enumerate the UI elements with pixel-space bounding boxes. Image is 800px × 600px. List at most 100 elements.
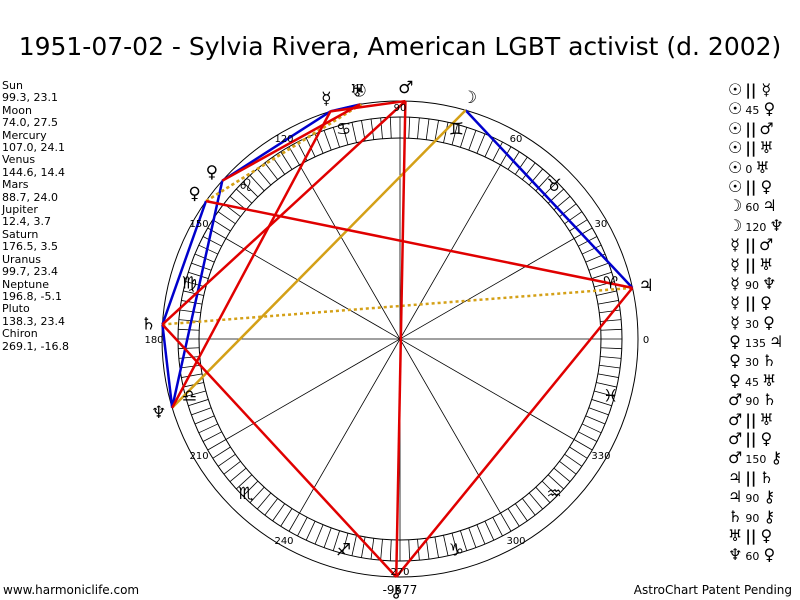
planet-glyph: ♅	[350, 82, 365, 102]
position-name: Saturn	[2, 227, 39, 241]
position-value: 99.7, 23.4	[2, 265, 58, 279]
zodiac-sign-glyph: ♊	[449, 119, 464, 139]
degree-tick	[484, 137, 495, 158]
degree-label: 180	[144, 335, 163, 346]
planet-glyph: ♄	[141, 315, 156, 335]
degree-tick	[468, 130, 477, 151]
aspect-line	[464, 109, 634, 289]
aspect-angle: 45	[745, 375, 759, 389]
degree-tick	[297, 517, 308, 537]
degree-tick	[585, 415, 606, 425]
zodiac-sign-glyph: ♑	[449, 541, 464, 561]
aspect-angle: ||	[745, 139, 757, 158]
degree-label: 150	[190, 219, 209, 230]
degree-tick	[264, 498, 278, 516]
degree-tick	[451, 533, 458, 554]
aspect-row: ♂ || ♅	[728, 410, 800, 429]
degree-tick	[249, 486, 265, 503]
degree-tick	[212, 219, 231, 232]
aspect-angle: ||	[745, 526, 757, 545]
aspect-line	[205, 103, 361, 203]
degree-tick	[323, 130, 332, 151]
planet-glyphs: ☉ ☽ ☿ ♀ ♂ ♃ ♄ ♅ ♆ ♀ ⚷	[141, 78, 654, 600]
degree-tick	[236, 474, 253, 490]
degree-tick	[460, 127, 468, 148]
position-name: Neptune	[2, 277, 50, 291]
aspect-angle: 60	[745, 550, 760, 564]
aspect-planet1-glyph: ☿	[730, 293, 740, 313]
aspect-lines	[161, 99, 634, 578]
aspect-row: ☉ || ♀	[728, 177, 800, 196]
aspect-line	[221, 103, 361, 182]
degree-label: 90	[394, 103, 407, 114]
degree-tick	[178, 347, 200, 350]
degree-tick	[380, 117, 383, 139]
degree-tick	[492, 517, 503, 537]
degree-tick	[351, 535, 357, 556]
aspect-row: ♂ || ♀	[728, 429, 800, 448]
degree-tick	[434, 536, 439, 558]
aspect-planet2-glyph: ⚷	[763, 506, 776, 526]
degree-tick	[597, 300, 619, 305]
aspect-row: ☉ || ♂	[728, 119, 800, 138]
aspect-planet2-glyph: ♀	[763, 545, 776, 565]
aspect-line	[162, 286, 633, 326]
degree-label: 0	[643, 335, 649, 346]
aspect-angle: ||	[745, 410, 757, 429]
aspect-angle: 45	[745, 104, 760, 118]
aspect-angle: 120	[745, 220, 767, 234]
degree-tick	[594, 390, 615, 397]
degree-tick	[573, 227, 593, 239]
degree-tick	[181, 300, 203, 305]
position-name: Chiron	[2, 327, 38, 341]
degree-tick	[581, 244, 602, 255]
aspect-line	[161, 323, 398, 578]
degree-tick	[581, 423, 602, 434]
degree-tick	[434, 120, 439, 142]
degree-tick	[202, 236, 222, 247]
degree-tick	[288, 512, 300, 532]
degree-tick	[468, 527, 477, 548]
planet-glyph: ♃	[638, 276, 653, 296]
degree-tick	[569, 219, 588, 232]
degree-tick	[288, 146, 300, 166]
position-value: 269.1, -16.8	[2, 339, 69, 353]
aspect-list: ☉ || ☿ ☉ 45 ♀ ☉ || ♂ ☉ || ♅ ☉ 0 ♅ ☉ || ♀ ☽ 60 ♃ ☽ 120 ♆ ☿ || ♂ ☿ || ♅…	[728, 80, 800, 565]
aspect-planet1-glyph: ☿	[730, 312, 740, 332]
degree-tick	[178, 319, 200, 322]
position-name: Mercury	[2, 128, 47, 142]
aspect-planet2-glyph: ♃	[769, 332, 784, 352]
degree-tick	[351, 122, 357, 143]
degree-tick	[547, 474, 564, 490]
degree-label: 240	[274, 536, 293, 547]
degree-tick	[223, 461, 241, 475]
planet-glyph: ♀	[188, 184, 200, 204]
zodiac-sign-glyph: ♐	[336, 541, 351, 561]
degree-tick	[314, 524, 324, 545]
aspect-line	[395, 287, 634, 578]
aspect-planet2-glyph: ♂	[759, 118, 774, 138]
footer-website[interactable]: www.harmoniclife.com	[3, 583, 140, 597]
aspect-angle: 30	[745, 356, 759, 370]
zodiac-sign-glyph: ♎	[182, 386, 197, 406]
aspect-planet2-glyph: ♄	[759, 467, 774, 487]
aspect-planet2-glyph: ♅	[759, 138, 774, 158]
position-value: 107.0, 24.1	[2, 141, 65, 155]
degree-tick	[425, 538, 430, 560]
position-name: Jupiter	[2, 203, 38, 217]
degree-tick	[484, 520, 495, 541]
degree-tick	[236, 188, 253, 204]
planet-glyph: ☉	[352, 81, 367, 101]
aspect-planet2-glyph: ♆	[762, 273, 777, 293]
degree-tick	[597, 373, 619, 378]
degree-tick	[361, 536, 366, 558]
degree-tick	[600, 347, 622, 350]
zodiac-sign-glyph: ♓	[603, 386, 618, 406]
aspect-planet2-glyph: ♄	[762, 351, 777, 371]
degree-tick	[500, 146, 512, 166]
degree-label: 330	[591, 451, 610, 462]
aspect-angle: ||	[745, 468, 757, 487]
aspect-planet1-glyph: ♃	[728, 467, 743, 487]
aspect-row: ☉ || ♅	[728, 138, 800, 157]
degree-tick	[578, 431, 598, 442]
